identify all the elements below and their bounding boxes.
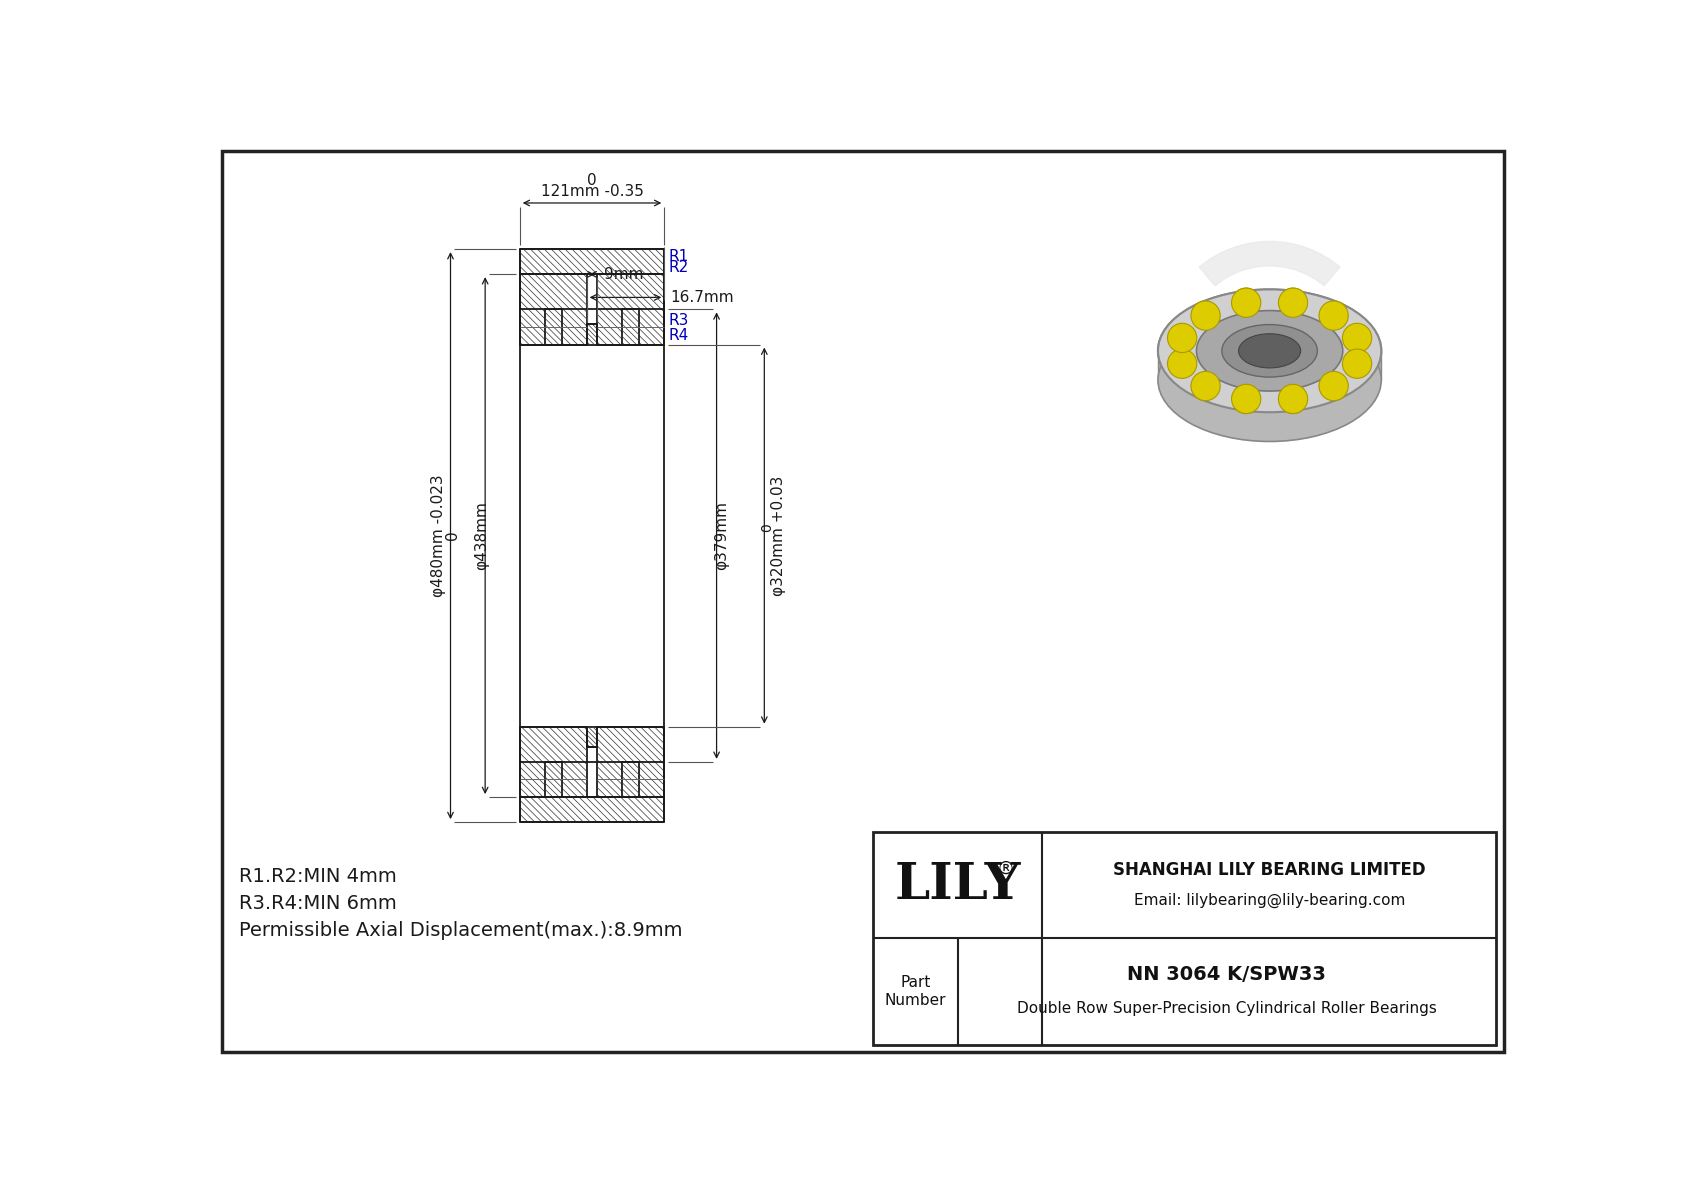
Circle shape bbox=[1231, 288, 1261, 317]
Circle shape bbox=[1319, 301, 1349, 330]
Text: R3: R3 bbox=[669, 312, 689, 328]
Circle shape bbox=[1167, 323, 1197, 353]
Circle shape bbox=[1231, 385, 1261, 413]
Bar bbox=[598, 727, 663, 797]
Circle shape bbox=[1278, 288, 1308, 317]
Bar bbox=[623, 310, 640, 344]
Circle shape bbox=[1167, 349, 1197, 379]
Wedge shape bbox=[1199, 242, 1340, 286]
Circle shape bbox=[1167, 349, 1197, 379]
Bar bbox=[586, 727, 598, 747]
Bar bbox=[872, 833, 1495, 1045]
Ellipse shape bbox=[1236, 332, 1303, 369]
Bar bbox=[623, 762, 640, 797]
Circle shape bbox=[1319, 372, 1349, 400]
Ellipse shape bbox=[1196, 311, 1342, 391]
Circle shape bbox=[1342, 349, 1372, 379]
Ellipse shape bbox=[1159, 289, 1381, 412]
Bar bbox=[546, 310, 561, 344]
Ellipse shape bbox=[1238, 333, 1300, 368]
Circle shape bbox=[1191, 372, 1221, 400]
Ellipse shape bbox=[1159, 319, 1381, 442]
Text: SHANGHAI LILY BEARING LIMITED: SHANGHAI LILY BEARING LIMITED bbox=[1113, 861, 1426, 879]
Circle shape bbox=[1191, 301, 1221, 330]
Text: LILY: LILY bbox=[894, 861, 1021, 910]
Text: R3.R4:MIN 6mm: R3.R4:MIN 6mm bbox=[239, 893, 397, 912]
Text: ®: ® bbox=[997, 859, 1014, 878]
Ellipse shape bbox=[1223, 325, 1317, 378]
Text: φ480mm -0.023: φ480mm -0.023 bbox=[431, 474, 446, 597]
Text: R1: R1 bbox=[669, 249, 689, 264]
Circle shape bbox=[1278, 385, 1308, 413]
Circle shape bbox=[1167, 323, 1197, 353]
Bar bbox=[520, 727, 586, 797]
Text: 9mm: 9mm bbox=[603, 267, 643, 282]
Text: φ379mm: φ379mm bbox=[714, 501, 729, 570]
Circle shape bbox=[1278, 288, 1308, 317]
Circle shape bbox=[1342, 323, 1372, 353]
Text: NN 3064 K/SPW33: NN 3064 K/SPW33 bbox=[1127, 965, 1327, 984]
Circle shape bbox=[1191, 301, 1221, 330]
Circle shape bbox=[1278, 385, 1308, 413]
Text: Permissible Axial Displacement(max.):8.9mm: Permissible Axial Displacement(max.):8.9… bbox=[239, 921, 682, 940]
Text: 121mm -0.35: 121mm -0.35 bbox=[541, 185, 643, 199]
Text: Email: lilybearing@lily-bearing.com: Email: lilybearing@lily-bearing.com bbox=[1133, 893, 1404, 909]
Circle shape bbox=[1231, 385, 1261, 413]
Circle shape bbox=[1319, 372, 1349, 400]
Text: φ438mm: φ438mm bbox=[473, 501, 488, 570]
Bar bbox=[520, 249, 663, 274]
Text: Double Row Super-Precision Cylindrical Roller Bearings: Double Row Super-Precision Cylindrical R… bbox=[1017, 1000, 1436, 1016]
Text: Part
Number: Part Number bbox=[884, 975, 946, 1008]
Bar bbox=[598, 274, 663, 344]
Circle shape bbox=[1342, 323, 1372, 353]
Text: 0: 0 bbox=[761, 524, 775, 532]
Circle shape bbox=[1342, 349, 1372, 379]
Text: R1.R2:MIN 4mm: R1.R2:MIN 4mm bbox=[239, 867, 397, 886]
Bar bbox=[520, 797, 663, 822]
Circle shape bbox=[1191, 372, 1221, 400]
Circle shape bbox=[1231, 288, 1261, 317]
Ellipse shape bbox=[1223, 325, 1317, 378]
Bar bbox=[586, 324, 598, 344]
Text: 16.7mm: 16.7mm bbox=[670, 289, 734, 305]
Bar bbox=[1159, 351, 1381, 380]
Text: 0: 0 bbox=[588, 173, 596, 187]
Text: R4: R4 bbox=[669, 329, 689, 343]
Ellipse shape bbox=[1196, 311, 1342, 391]
Text: 0: 0 bbox=[445, 531, 460, 541]
Bar bbox=[520, 274, 586, 344]
Text: R2: R2 bbox=[669, 261, 689, 275]
Text: φ320mm +0.03: φ320mm +0.03 bbox=[771, 475, 786, 596]
Ellipse shape bbox=[1159, 289, 1381, 412]
Circle shape bbox=[1319, 301, 1349, 330]
Bar bbox=[546, 762, 561, 797]
